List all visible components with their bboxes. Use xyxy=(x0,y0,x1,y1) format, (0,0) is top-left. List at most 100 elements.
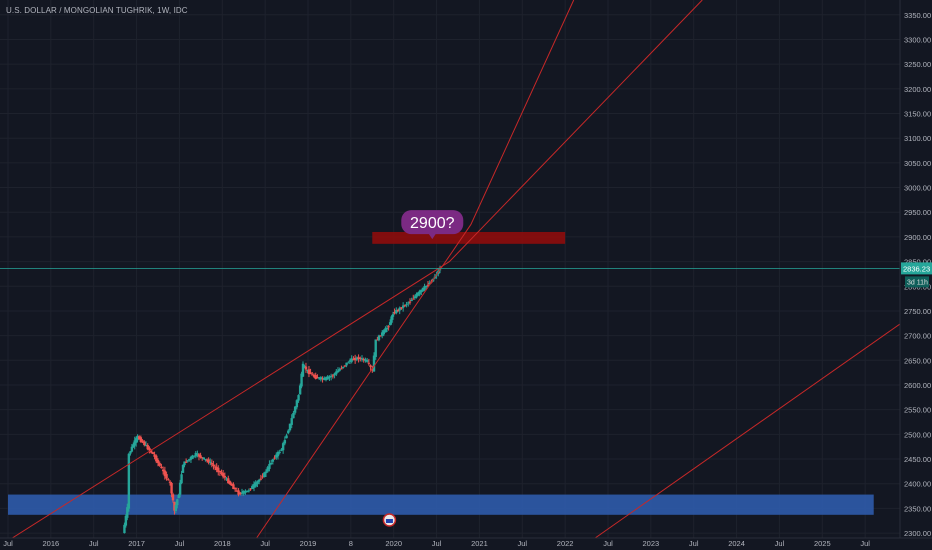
candle-body xyxy=(365,360,369,362)
candle-body xyxy=(314,375,317,379)
price-tag-text: 2836.23 xyxy=(903,264,930,273)
candle-body xyxy=(396,310,400,312)
candle-body xyxy=(256,481,259,485)
x-tick-label: Jul xyxy=(860,539,870,548)
candle-body xyxy=(207,459,210,463)
x-tick-label: Jul xyxy=(775,539,785,548)
candle-body xyxy=(213,466,217,468)
candle-body xyxy=(319,377,323,380)
candle-body xyxy=(139,437,143,442)
candle-body xyxy=(184,461,188,463)
candle-body xyxy=(304,366,308,370)
candle-body xyxy=(350,358,353,362)
candle-body xyxy=(161,469,165,472)
candle-body xyxy=(249,488,252,490)
candle-body xyxy=(393,312,396,314)
candle-body xyxy=(359,358,362,360)
chart-title: U.S. DOLLAR / MONGOLIAN TUGHRIK, 1W, IDC xyxy=(6,6,188,15)
candle-body xyxy=(348,360,352,362)
candle-body xyxy=(408,301,412,303)
y-tick-label: 3200.00 xyxy=(904,85,931,94)
candle-body xyxy=(176,499,179,506)
y-tick-label: 2400.00 xyxy=(904,480,931,489)
y-tick-label: 2450.00 xyxy=(904,455,931,464)
trendline xyxy=(256,0,575,538)
candle-body xyxy=(425,285,428,288)
candle-body xyxy=(374,339,377,357)
candle-body xyxy=(283,440,287,444)
candle-body xyxy=(266,467,269,472)
candle-body xyxy=(343,365,347,367)
x-tick-label: Jul xyxy=(603,539,613,548)
candle-body xyxy=(191,455,194,459)
candle-body xyxy=(316,377,319,379)
candle-body xyxy=(336,370,340,373)
candle-body xyxy=(300,373,303,387)
candle-body xyxy=(293,406,297,413)
candle-body xyxy=(303,365,306,367)
candle-body xyxy=(333,373,336,376)
annotation-text: 2900? xyxy=(410,215,455,232)
candle-body xyxy=(228,481,232,485)
x-tick-label: Jul xyxy=(260,539,270,548)
candle-body xyxy=(133,440,136,446)
zone-rect xyxy=(372,231,566,244)
x-tick-label: Jul xyxy=(517,539,527,548)
candle-body xyxy=(205,459,209,461)
price-tag xyxy=(901,262,932,275)
y-tick-label: 2600.00 xyxy=(904,381,931,390)
y-tick-label: 2950.00 xyxy=(904,208,931,217)
candle-body xyxy=(385,327,389,330)
candle-body xyxy=(134,438,138,443)
candle-body xyxy=(199,455,202,458)
y-tick-label: 2300.00 xyxy=(904,529,931,538)
candle-body xyxy=(252,484,256,488)
candle-body xyxy=(345,362,348,366)
candle-body xyxy=(329,375,333,377)
candle-body xyxy=(156,460,160,463)
candle-body xyxy=(403,305,407,307)
y-tick-label: 3250.00 xyxy=(904,60,931,69)
candle-body xyxy=(170,483,173,494)
candle-body xyxy=(364,359,367,362)
candle-body xyxy=(220,472,223,474)
candle-body xyxy=(280,449,283,451)
y-tick-label: 3150.00 xyxy=(904,110,931,119)
candle-body xyxy=(415,293,418,298)
candle-body xyxy=(202,457,206,460)
y-tick-label: 2750.00 xyxy=(904,307,931,316)
candle-body xyxy=(401,305,405,308)
candle-body xyxy=(196,453,199,456)
candle-body xyxy=(158,463,161,466)
x-tick-label: 2024 xyxy=(728,539,745,548)
candle-body xyxy=(143,441,146,446)
candle-body xyxy=(285,435,288,439)
candle-body xyxy=(136,435,139,441)
candle-body xyxy=(395,309,398,314)
annotation-bubble xyxy=(401,210,464,235)
candle-body xyxy=(352,359,355,361)
candle-body xyxy=(237,490,240,495)
candle-body xyxy=(390,316,393,323)
candle-body xyxy=(245,490,249,493)
trendline xyxy=(594,323,900,538)
y-tick-label: 3300.00 xyxy=(904,35,931,44)
candle-body xyxy=(247,490,251,492)
candle-body xyxy=(372,355,376,372)
candle-body xyxy=(347,362,350,364)
candle-body xyxy=(297,395,300,401)
candle-body xyxy=(259,478,263,480)
candle-body xyxy=(204,459,207,461)
candle-body xyxy=(148,447,151,451)
candle-body xyxy=(398,307,401,311)
candle-body xyxy=(321,378,324,380)
candle-body xyxy=(188,458,191,461)
candle-body xyxy=(254,482,257,487)
candle-body xyxy=(268,463,271,469)
y-tick-label: 2650.00 xyxy=(904,356,931,365)
x-tick-label: 2019 xyxy=(300,539,317,548)
candle-body xyxy=(331,375,335,377)
candle-body xyxy=(317,377,321,379)
candle-body xyxy=(242,490,245,494)
